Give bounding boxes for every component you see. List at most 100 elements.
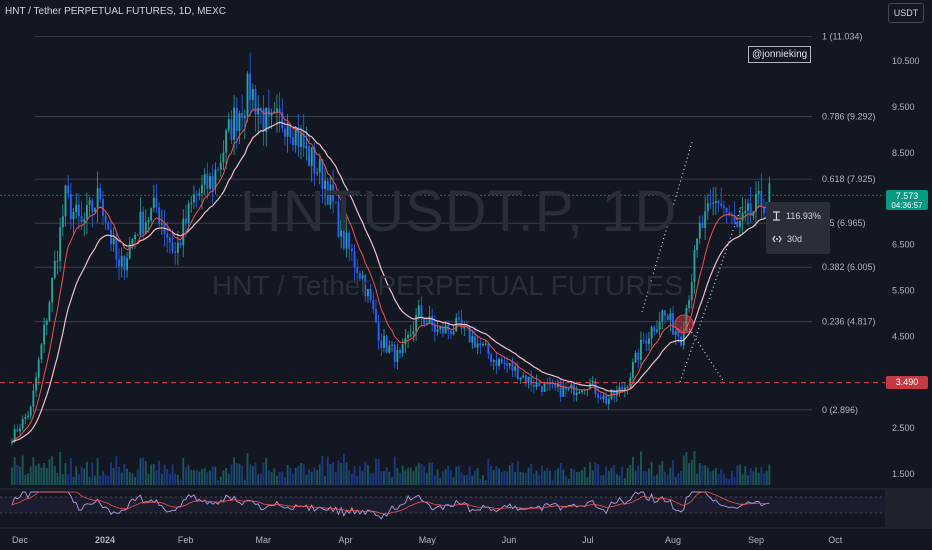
price-tick: 2.500 <box>892 423 915 433</box>
candle-body <box>342 220 345 249</box>
volume-bar <box>94 475 96 485</box>
candle-body <box>559 383 562 397</box>
candle-body <box>35 377 37 391</box>
candle-body <box>350 248 353 252</box>
volume-bar <box>123 464 126 485</box>
candle-body <box>605 395 608 404</box>
volume-bar <box>356 475 359 485</box>
volume-bar <box>736 465 739 485</box>
volume-bar <box>524 472 527 485</box>
candle-body <box>602 395 605 400</box>
candle-body <box>415 315 418 332</box>
rsi-scale-panel <box>885 490 932 528</box>
candle-body <box>498 359 501 366</box>
volume-bar <box>498 468 501 485</box>
candle-body <box>131 239 134 245</box>
currency-button[interactable]: USDT <box>888 3 924 23</box>
volume-bar <box>377 458 380 485</box>
candle-body <box>658 321 661 330</box>
volume-bar <box>326 456 329 485</box>
candle-body <box>706 203 709 212</box>
volume-bar <box>385 467 388 485</box>
volume-bar <box>48 459 51 485</box>
time-tick: Aug <box>665 535 681 545</box>
volume-bar <box>265 457 268 485</box>
candle-body <box>626 386 629 388</box>
volume-bar <box>163 464 166 485</box>
volume-bar <box>530 463 533 485</box>
candle-body <box>516 366 519 380</box>
volume-bar <box>308 469 310 485</box>
volume-bar <box>425 472 428 485</box>
volume-bar <box>318 464 321 485</box>
time-tick: Apr <box>339 535 353 545</box>
candle-body <box>522 375 525 378</box>
candle-body <box>757 190 760 195</box>
candle-body <box>565 387 567 390</box>
volume-bar <box>506 471 509 485</box>
candle-body <box>72 211 75 220</box>
time-tick: Jun <box>502 535 517 545</box>
volume-bar <box>383 471 385 485</box>
volume-bar <box>704 465 707 485</box>
candle-body <box>297 127 300 147</box>
candle-body <box>275 108 278 112</box>
candle-body <box>313 147 316 174</box>
volume-bar <box>452 477 455 485</box>
candle-body <box>265 108 268 132</box>
volume-bar <box>650 461 653 485</box>
candle-body <box>457 317 460 320</box>
candle-body <box>500 359 503 363</box>
volume-bar <box>765 470 768 485</box>
candle-body <box>482 343 484 346</box>
volume-bar <box>557 468 559 485</box>
candle-body <box>142 211 145 234</box>
time-tick: Dec <box>12 535 29 545</box>
volume-bar <box>688 463 691 485</box>
volume-bar <box>281 471 284 485</box>
volume-bar <box>69 457 72 485</box>
candle-body <box>155 197 158 208</box>
candle-body <box>337 201 340 237</box>
candle-body <box>120 256 123 267</box>
candle-body <box>37 359 40 378</box>
candle-body <box>573 384 575 396</box>
candle-body <box>310 147 313 166</box>
candle-body <box>369 288 372 300</box>
volume-bar <box>484 480 487 485</box>
volume-bar <box>305 474 308 485</box>
candle-body <box>147 220 150 223</box>
candle-body <box>160 223 163 225</box>
candle-body <box>471 336 474 343</box>
candle-body <box>83 219 86 223</box>
measure-percent: 116.93% <box>786 211 821 221</box>
volume-bar <box>176 474 179 485</box>
candle-body <box>94 208 96 212</box>
candle-body <box>203 174 206 185</box>
volume-bar <box>514 472 517 485</box>
volume-bar <box>540 465 543 485</box>
candle-body <box>597 394 600 398</box>
candle-body <box>645 340 648 344</box>
volume-bar <box>158 460 161 485</box>
candle-body <box>688 300 691 308</box>
volume-bar <box>168 473 171 485</box>
candle-body <box>166 233 169 238</box>
volume-bar <box>144 461 147 485</box>
volume-bar <box>733 477 736 485</box>
candle-body <box>366 288 369 297</box>
volume-bar <box>546 468 549 485</box>
volume-bar <box>139 458 142 485</box>
candle-body <box>214 169 217 189</box>
price-axis: 10.500 9.500 8.500 6.500 5.500 4.500 2.500 1.50… <box>892 56 920 479</box>
volume-bars <box>11 450 771 485</box>
volume-bar <box>393 456 396 485</box>
candle-body <box>77 204 80 217</box>
candle-body <box>375 308 377 323</box>
candle-body <box>118 259 120 267</box>
candle-body <box>428 316 431 324</box>
volume-bar <box>238 463 241 485</box>
volume-bar <box>190 469 193 485</box>
ema-slow-line <box>11 121 770 443</box>
